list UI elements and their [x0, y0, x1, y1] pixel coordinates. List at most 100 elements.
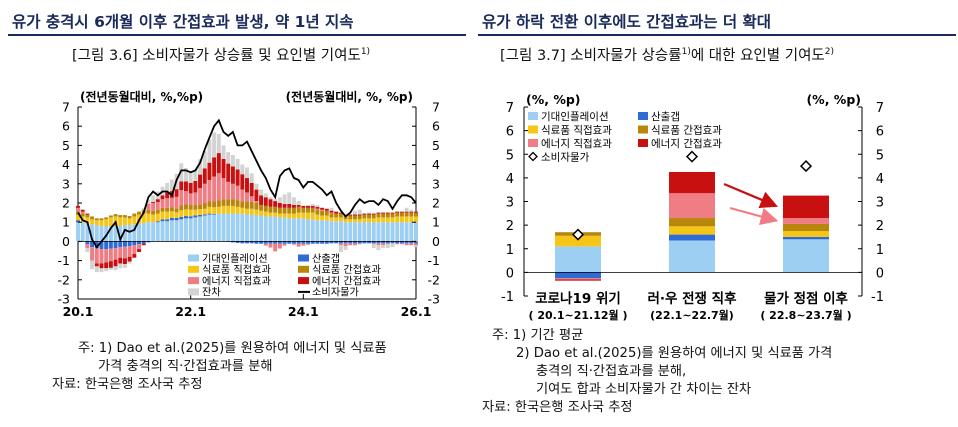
left-chart-bar-9-6 [118, 263, 123, 269]
left-chart-bar-41-1 [268, 241, 273, 244]
right-chart-ytick-left: 7 [506, 101, 514, 116]
right-panel: 유가 하락 전환 이후에도 간접효과는 더 확대 [그림 3.7] 소비자물가 … [478, 0, 958, 427]
left-chart-bar-7-5 [108, 261, 113, 268]
left-chart-bar-6-1 [104, 241, 109, 250]
left-chart-bar-23-6 [184, 168, 188, 182]
right-chart-period-2: ( 22.8~23.7월 ) [760, 308, 851, 322]
left-chart-bar-64-3 [376, 213, 381, 218]
left-chart-bar-48-5 [301, 205, 306, 208]
left-chart-bar-71-6 [409, 209, 414, 212]
right-legend-swatch-4 [528, 139, 538, 147]
left-chart-bar-68-0 [395, 222, 400, 242]
left-chart-bar-33-1 [230, 241, 235, 243]
left-chart-bar-72-0 [414, 222, 418, 242]
left-chart-bar-49-5 [306, 205, 310, 208]
left-chart-bar-37-0 [249, 214, 254, 242]
left-chart-bar-6-6 [104, 268, 109, 272]
left-chart-bar-33-3 [230, 199, 235, 206]
left-chart-bar-3-4 [90, 247, 95, 261]
left-chart-bar-16-0 [151, 222, 156, 242]
right-chart: -1 -1 0 0 1 1 2 2 3 3 4 4 5 5 6 6 7 7 코로나19 위기( 20.1~21.12… [501, 92, 884, 322]
left-chart-ytick-right: 2 [432, 196, 440, 211]
left-chart-bar-8-4 [113, 248, 118, 260]
left-chart-bar-12-4 [132, 245, 137, 254]
left-chart-bar-49-3 [306, 207, 310, 213]
left-chart-bar-49-0 [306, 219, 310, 242]
left-chart-bar-21-1 [174, 217, 179, 221]
left-chart-bar-36-2 [245, 208, 249, 215]
right-chart-cpi-marker-0 [571, 228, 585, 241]
left-chart-bar-8-3 [113, 214, 118, 217]
left-legend-swatch-1 [298, 254, 309, 262]
left-heading: 유가 충격시 6개월 이후 간접효과 발생, 약 1년 지속 [12, 13, 354, 31]
right-chart-bar-0-2 [555, 235, 601, 247]
left-chart-bar-68-3 [395, 212, 400, 217]
left-chart-bar-18-4 [160, 199, 165, 208]
left-chart-bar-7-4 [108, 248, 113, 262]
left-chart-bar-44-1 [282, 241, 287, 244]
left-subtitle-sup: 1) [360, 47, 371, 58]
left-chart-ytick-left: 1 [62, 215, 70, 230]
left-chart-bar-4-5 [94, 263, 99, 267]
left-legend-label-3: 식료품 간접효과 [312, 264, 381, 276]
left-chart-ytick-left: 7 [62, 100, 70, 115]
left-legend-swatch-6 [188, 288, 199, 296]
left-chart-bar-13-3 [137, 211, 141, 215]
left-chart-ytick-left: 0 [62, 234, 70, 249]
right-chart-bar-0-5 [555, 279, 601, 281]
left-chart-bar-24-5 [188, 182, 193, 194]
left-chart-bar-10-6 [122, 264, 127, 268]
left-chart-bar-15-4 [146, 203, 151, 210]
left-chart-bar-19-2 [165, 211, 170, 220]
left-chart-ytick-right: 0 [432, 234, 440, 249]
left-chart-bar-31-6 [221, 145, 226, 159]
left-chart-bar-68-5 [395, 211, 400, 213]
left-chart-bar-50-5 [310, 205, 315, 208]
left-chart-bar-38-6 [254, 183, 259, 190]
left-chart-bar-55-2 [334, 217, 339, 222]
left-chart-bar-37-3 [249, 202, 254, 209]
left-chart-bar-64-5 [376, 212, 381, 214]
left-chart-bar-15-0 [146, 222, 151, 242]
left-chart-bar-70-6 [404, 207, 409, 212]
left-chart-bar-39-2 [259, 210, 264, 216]
left-chart-bar-32-0 [226, 213, 231, 242]
left-chart-bar-21-2 [174, 212, 179, 218]
left-chart-bar-66-0 [385, 222, 390, 242]
right-legend-label-5: 에너지 간접효과 [651, 138, 722, 150]
left-chart-bar-6-2 [104, 219, 109, 227]
left-chart-bar-40-0 [263, 216, 268, 242]
left-chart-bar-11-6 [127, 261, 132, 264]
left-chart-bar-2-5 [85, 213, 90, 215]
left-chart-bar-7-3 [108, 215, 113, 218]
left-chart-ytick-left: 4 [62, 157, 70, 172]
left-chart-bar-29-2 [212, 207, 217, 214]
left-chart-bar-55-0 [334, 221, 339, 242]
left-chart-bar-47-4 [296, 243, 301, 247]
left-chart-bar-53-2 [324, 215, 329, 221]
left-chart-bar-29-1 [212, 213, 217, 215]
right-chart-bar-2-3 [783, 223, 829, 232]
left-chart-bar-23-5 [184, 181, 188, 192]
left-chart-bar-22-1 [179, 217, 184, 220]
left-chart-bar-27-0 [202, 215, 207, 242]
left-chart-bar-13-1 [137, 241, 141, 245]
left-chart-bar-45-2 [287, 213, 292, 219]
left-chart-bar-11-5 [127, 256, 132, 262]
left-chart-bar-46-2 [291, 213, 296, 219]
left-chart-bar-63-2 [371, 218, 376, 223]
left-chart-bar-40-3 [263, 205, 268, 212]
left-chart-ytick-right: 5 [432, 138, 440, 153]
left-chart-bar-28-1 [207, 213, 212, 215]
left-chart-bar-67-3 [390, 213, 395, 218]
left-chart-bar-64-1 [376, 241, 381, 244]
left-chart-bar-28-4 [207, 179, 212, 202]
left-chart-bar-71-4 [409, 243, 414, 246]
left-chart-bar-3-6 [90, 260, 95, 270]
left-chart-bar-15-2 [146, 213, 151, 223]
left-chart-bar-37-6 [249, 173, 254, 183]
left-chart-bar-49-2 [306, 212, 310, 220]
left-chart-xtick: 22.1 [175, 304, 206, 319]
left-chart-bar-2-2 [85, 217, 90, 224]
left-chart-bar-72-1 [414, 241, 418, 244]
